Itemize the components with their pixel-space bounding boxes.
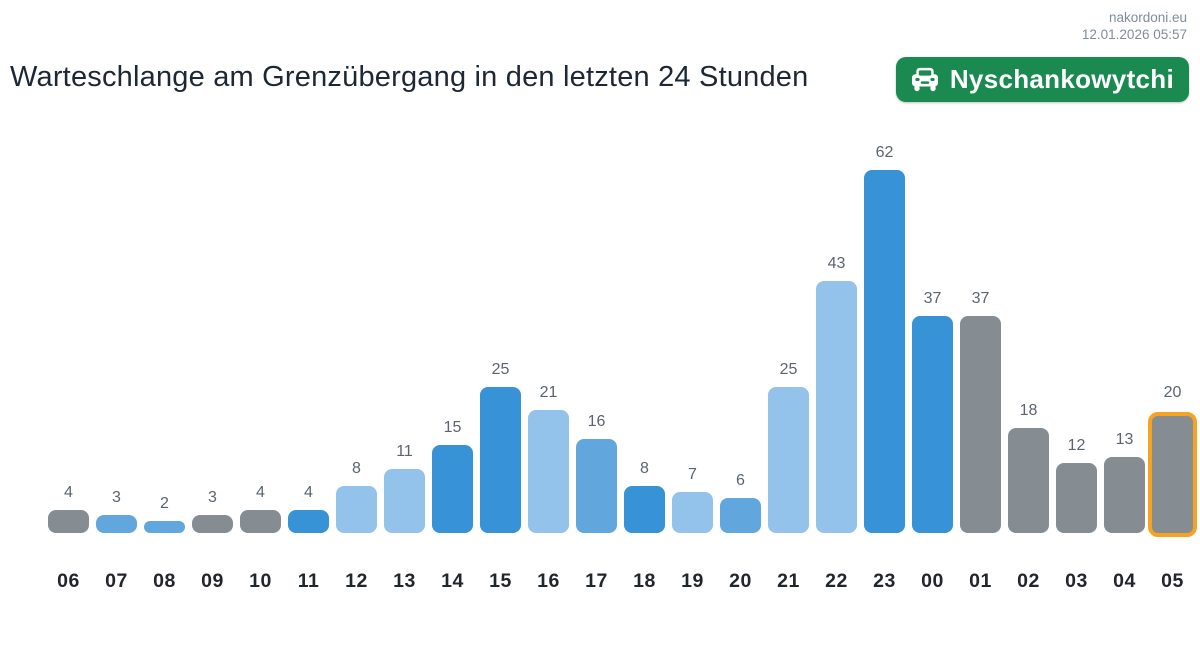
bar[interactable] <box>864 170 905 533</box>
bar-value-label: 8 <box>640 460 649 477</box>
bar-value-label: 4 <box>64 484 73 501</box>
x-axis-label: 13 <box>393 570 416 592</box>
header-meta: nakordoni.eu 12.01.2026 05:57 <box>1082 9 1187 43</box>
bar[interactable] <box>240 510 281 533</box>
x-axis-label: 07 <box>105 570 128 592</box>
bar[interactable] <box>672 492 713 533</box>
bar-value-label: 20 <box>1163 384 1182 401</box>
x-axis-label: 21 <box>777 570 800 592</box>
bar-value-label: 13 <box>1115 431 1134 448</box>
bar[interactable] <box>576 439 617 533</box>
badge-label: Nyschankowytchi <box>949 64 1174 94</box>
bar-value-label: 15 <box>443 419 462 436</box>
x-axis-label: 19 <box>681 570 704 592</box>
x-axis-label: 23 <box>873 570 896 592</box>
bar[interactable] <box>192 515 233 533</box>
bar[interactable] <box>768 387 809 533</box>
x-axis-label: 00 <box>921 570 944 592</box>
bar[interactable] <box>96 515 137 533</box>
bar-value-label: 4 <box>256 484 265 501</box>
bar-value-label: 16 <box>587 413 606 430</box>
bar-value-label: 62 <box>875 144 894 161</box>
bar[interactable] <box>384 469 425 533</box>
x-axis-label: 04 <box>1113 570 1136 592</box>
bar[interactable] <box>48 510 89 533</box>
bar-value-label: 43 <box>827 255 846 272</box>
bar[interactable] <box>1104 457 1145 533</box>
x-axis-label: 11 <box>297 570 320 592</box>
x-axis-label: 14 <box>441 570 464 592</box>
x-axis-label: 05 <box>1161 570 1184 592</box>
x-axis-label: 16 <box>537 570 560 592</box>
x-axis-label: 01 <box>969 570 992 592</box>
bar[interactable] <box>1148 412 1197 537</box>
bar-value-label: 18 <box>1019 402 1038 419</box>
x-axis-label: 10 <box>249 570 272 592</box>
bar[interactable] <box>1056 463 1097 533</box>
bar-value-label: 2 <box>160 495 169 512</box>
bar[interactable] <box>288 510 329 533</box>
x-axis-label: 15 <box>489 570 512 592</box>
bar-value-label: 25 <box>779 361 798 378</box>
bar[interactable] <box>528 410 569 533</box>
bar[interactable] <box>336 486 377 533</box>
x-axis-label: 17 <box>585 570 608 592</box>
x-axis-label: 08 <box>153 570 176 592</box>
bar[interactable] <box>144 521 185 533</box>
x-axis-label: 02 <box>1017 570 1040 592</box>
bar[interactable] <box>432 445 473 533</box>
x-axis-label: 18 <box>633 570 656 592</box>
crossing-badge-nyschankowytchi[interactable]: Nyschankowytchi <box>895 57 1189 102</box>
site-name: nakordoni.eu <box>1108 10 1187 25</box>
bar-value-label: 6 <box>736 472 745 489</box>
bar-value-label: 4 <box>304 484 313 501</box>
bar-value-label: 8 <box>352 460 361 477</box>
chart-title: Warteschlange am Grenzübergang in den le… <box>10 61 809 93</box>
x-axis-label: 03 <box>1065 570 1088 592</box>
bar-value-label: 21 <box>539 384 558 401</box>
car-icon <box>909 66 941 94</box>
bar-value-label: 3 <box>208 489 217 506</box>
bar[interactable] <box>912 316 953 533</box>
bar[interactable] <box>720 498 761 533</box>
bar-value-label: 7 <box>688 466 697 483</box>
bar[interactable] <box>1008 428 1049 533</box>
x-axis-label: 12 <box>345 570 368 592</box>
bar-value-label: 37 <box>923 290 942 307</box>
bar[interactable] <box>960 316 1001 533</box>
timestamp: 12.01.2026 05:57 <box>1081 27 1187 42</box>
bar-value-label: 3 <box>112 489 121 506</box>
bar-value-label: 11 <box>396 443 413 460</box>
x-axis-label: 06 <box>57 570 80 592</box>
bar[interactable] <box>480 387 521 533</box>
x-axis-label: 22 <box>825 570 848 592</box>
x-axis-label: 09 <box>201 570 224 592</box>
bar-value-label: 25 <box>491 361 510 378</box>
bar-value-label: 12 <box>1067 437 1086 454</box>
x-axis-label: 20 <box>729 570 752 592</box>
bar[interactable] <box>816 281 857 533</box>
bar-value-label: 37 <box>971 290 990 307</box>
bar[interactable] <box>624 486 665 533</box>
